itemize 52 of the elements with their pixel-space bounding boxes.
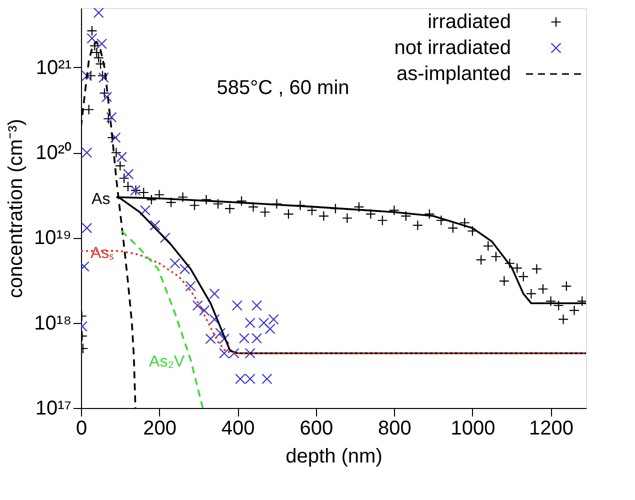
y-tick-label: 10¹⁷ [35,398,72,420]
point [150,220,160,231]
point [232,300,242,311]
point [110,132,121,143]
point [192,300,203,311]
y-tick-label: 10²⁰ [36,141,72,164]
annotation: As [92,191,110,208]
annotation: As₂V [149,354,185,371]
x-tick-label: 400 [221,418,255,440]
point [82,70,92,82]
point [123,168,134,180]
y-tick-label: 10¹⁸ [34,312,72,334]
point [185,280,196,292]
annotation: 585°C , 60 min [216,77,350,99]
y-axis-title: concentration (cm⁻³) [5,118,28,298]
point [140,205,150,216]
x-axis-title: depth (nm) [286,446,382,468]
point [205,334,216,344]
point [82,222,92,234]
x-tick-label: 1200 [529,418,574,440]
x-tick-label: 1000 [450,418,496,440]
legend-label: irradiated [428,11,511,33]
legend-label: not irradiated [394,37,511,59]
point [244,318,256,328]
point [199,305,210,316]
point [96,38,108,50]
point [86,33,98,44]
x-tick-label: 0 [76,418,88,440]
point [170,258,180,269]
point [218,334,230,344]
point [209,314,220,325]
point [264,324,276,334]
point [209,288,220,300]
y-tick-label: 10¹⁹ [34,227,72,250]
point [102,92,112,102]
y-tick-label: 10²¹ [36,57,72,79]
legend-label: as-implanted [396,63,511,85]
point [244,348,256,359]
point [106,112,117,123]
x-tick-label: 600 [300,418,334,440]
point [179,264,190,274]
x-tick-label: 200 [143,418,176,440]
point [82,147,92,158]
point [93,8,104,18]
point [258,318,270,328]
x-tick-label: 800 [378,418,412,440]
point [268,314,279,325]
point [116,152,128,162]
point [251,300,262,311]
point [262,374,272,384]
point [215,328,226,338]
line-series [120,230,204,408]
